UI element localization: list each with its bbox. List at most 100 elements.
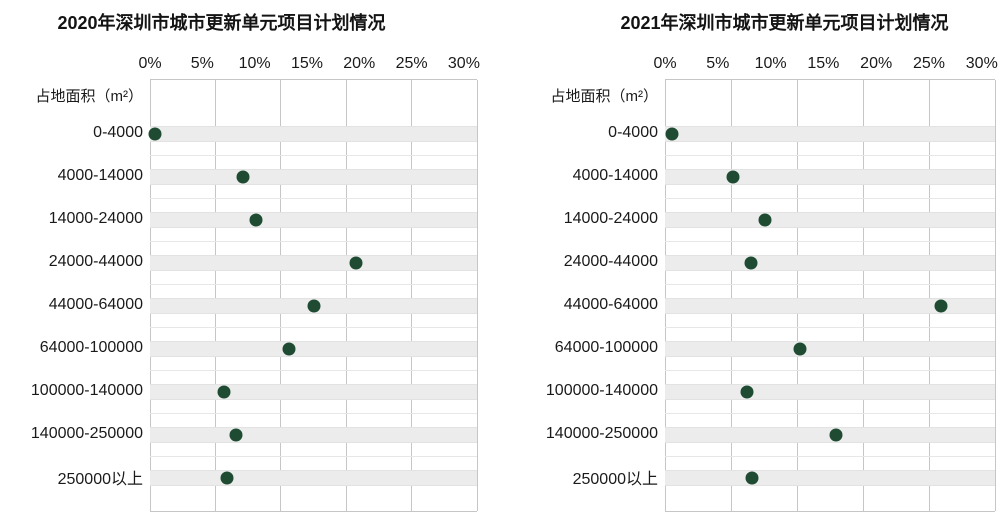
- x-axis-tick: 25%: [912, 55, 946, 72]
- row-boundary-gridline: [150, 241, 477, 242]
- plot-area: [148, 79, 478, 512]
- chart-title-2020: 2020年深圳市城市更新单元项目计划情况: [57, 13, 386, 33]
- row-stripe: [665, 254, 995, 271]
- vertical-gridline: [214, 80, 216, 511]
- x-axis-tick: 20%: [343, 55, 376, 72]
- category-label: 64000-100000: [554, 338, 658, 356]
- data-dot: [349, 256, 363, 269]
- vertical-gridline: [928, 80, 930, 511]
- row-boundary-gridline: [150, 198, 477, 199]
- data-dot: [726, 170, 740, 183]
- row-stripe: [665, 211, 995, 228]
- row-boundary-gridline: [665, 241, 995, 242]
- data-dot: [307, 299, 321, 312]
- row-boundary-gridline: [665, 327, 995, 328]
- vertical-gridline: [994, 80, 996, 511]
- vertical-gridline: [862, 80, 864, 511]
- x-axis-tick: 30%: [447, 55, 480, 72]
- data-dot: [740, 385, 754, 398]
- row-stripe: [665, 297, 995, 314]
- category-label: 100000-140000: [30, 381, 143, 399]
- data-dot: [236, 170, 250, 183]
- row-stripe: [150, 168, 477, 185]
- data-dot: [793, 342, 807, 355]
- data-dot: [249, 213, 263, 226]
- y-axis-label: 占地面积（m²）: [550, 87, 659, 105]
- category-label: 64000-100000: [39, 338, 143, 356]
- row-stripe: [150, 469, 477, 486]
- x-axis-tick: 5%: [190, 55, 214, 72]
- row-stripe: [665, 469, 995, 486]
- x-axis-tick: 10%: [754, 55, 787, 72]
- x-axis-tick: 0%: [138, 55, 162, 72]
- data-dot: [745, 471, 759, 484]
- row-stripe: [665, 168, 995, 185]
- x-axis-tick: 20%: [860, 55, 893, 72]
- chart-panel-2020: 2020年深圳市城市更新单元项目计划情况 占地面积（m²） 0-4000 4000…: [0, 13, 503, 512]
- data-dot: [220, 471, 234, 484]
- data-dot: [744, 256, 758, 269]
- row-boundary-gridline: [150, 370, 477, 371]
- data-dot: [229, 428, 243, 441]
- row-boundary-gridline: [665, 155, 995, 156]
- vertical-gridline: [730, 80, 732, 511]
- row-boundary-gridline: [665, 284, 995, 285]
- category-label: 4000-14000: [572, 166, 658, 184]
- x-axis-tick: 25%: [395, 55, 428, 72]
- row-stripe: [150, 211, 477, 228]
- row-boundary-gridline: [150, 155, 477, 156]
- row-stripe: [665, 125, 995, 142]
- x-axis-tick: 10%: [238, 55, 271, 72]
- chart-panel-2021: 2021年深圳市城市更新单元项目计划情况 占地面积（m²） 0-4000 4000…: [503, 0, 1006, 526]
- vertical-gridline: [796, 80, 798, 511]
- y-axis-label: 占地面积（m²）: [35, 87, 144, 105]
- category-label: 0-4000: [93, 123, 143, 141]
- category-label: 140000-250000: [545, 424, 658, 442]
- category-label: 44000-64000: [48, 295, 143, 313]
- vertical-gridline: [280, 80, 282, 511]
- category-labels-column: 占地面积（m²） 0-4000 4000-14000 14000-24000 2400…: [515, 55, 665, 512]
- data-dot: [665, 127, 679, 140]
- row-boundary-gridline: [665, 456, 995, 457]
- data-dot: [282, 342, 296, 355]
- x-axis-tick: 15%: [807, 55, 840, 72]
- chart-2021: 占地面积（m²） 0-4000 4000-14000 14000-24000 2400…: [503, 55, 1006, 512]
- vertical-gridline: [345, 80, 347, 511]
- chart-2020: 占地面积（m²） 0-4000 4000-14000 14000-24000 2400…: [0, 55, 503, 512]
- category-label: 140000-250000: [30, 424, 143, 442]
- row-boundary-gridline: [665, 370, 995, 371]
- row-boundary-gridline: [150, 413, 477, 414]
- row-stripe: [150, 383, 477, 400]
- data-dot: [934, 299, 948, 312]
- row-boundary-gridline: [665, 413, 995, 414]
- category-label: 4000-14000: [57, 166, 143, 184]
- chart-title-2021: 2021年深圳市城市更新单元项目计划情况: [620, 13, 949, 33]
- x-axis: 0% 5% 10% 15% 20% 25% 30%: [138, 55, 480, 73]
- row-stripe: [150, 254, 477, 271]
- x-axis-tick: 30%: [965, 55, 998, 72]
- category-label: 24000-44000: [563, 252, 658, 270]
- data-dot: [758, 213, 772, 226]
- category-labels-column: 占地面积（m²） 0-4000 4000-14000 14000-24000 2400…: [0, 55, 150, 512]
- category-label: 14000-24000: [563, 209, 658, 227]
- row-stripe: [150, 426, 477, 443]
- data-dot: [829, 428, 843, 441]
- x-axis-tick: 5%: [706, 55, 730, 72]
- category-label: 44000-64000: [563, 295, 658, 313]
- data-dot: [148, 127, 162, 140]
- plot-column: 0% 5% 10% 15% 20% 25% 30%: [653, 55, 998, 512]
- category-label: 24000-44000: [48, 252, 143, 270]
- data-dot: [217, 385, 231, 398]
- category-label: 14000-24000: [48, 209, 143, 227]
- vertical-gridline: [476, 80, 478, 511]
- category-label: 250000以上: [57, 470, 143, 488]
- row-boundary-gridline: [150, 284, 477, 285]
- row-stripe: [150, 125, 477, 142]
- vertical-gridline: [411, 80, 413, 511]
- vertical-gridline: [149, 80, 151, 511]
- plot-column: 0% 5% 10% 15% 20% 25% 30%: [138, 55, 480, 512]
- plot-area: [664, 79, 996, 512]
- category-label: 100000-140000: [545, 381, 658, 399]
- row-stripe: [665, 383, 995, 400]
